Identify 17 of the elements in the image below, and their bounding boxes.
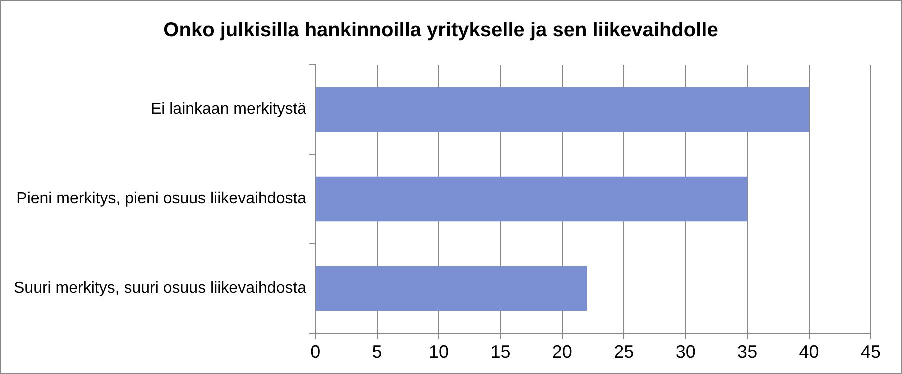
- chart-title: Onko julkisilla hankinnoilla yritykselle ja sen liikevaihdolle: [164, 20, 718, 42]
- bar: [316, 87, 810, 132]
- x-tick-label: 25: [614, 342, 634, 362]
- x-tick-label: 30: [676, 342, 696, 362]
- x-tick-label: 35: [738, 342, 758, 362]
- bar: [316, 176, 748, 222]
- x-tick-label: 0: [310, 342, 321, 362]
- y-tick-label: Suuri merkitys, suuri osuus liikevaihdosta: [14, 280, 307, 298]
- x-tick-label: 45: [860, 342, 882, 362]
- x-tick-label: 5: [372, 342, 382, 362]
- y-tick-label: Pieni merkitys, pieni osuus liikevaihdosta: [16, 190, 307, 208]
- y-tick-label: Ei lainkaan merkitystä: [150, 101, 307, 118]
- x-tick-label: 20: [552, 342, 572, 362]
- x-tick-label: 40: [799, 342, 820, 362]
- x-tick-label: 15: [490, 342, 511, 362]
- x-tick-label: 10: [428, 342, 450, 362]
- bar: [316, 266, 588, 312]
